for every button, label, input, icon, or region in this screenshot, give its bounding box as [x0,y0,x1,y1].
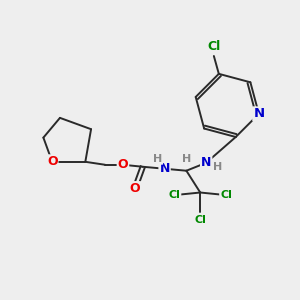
Text: Cl: Cl [194,215,206,225]
Text: H: H [214,162,223,172]
Text: Cl: Cl [220,190,232,200]
Text: O: O [118,158,128,171]
Text: N: N [159,162,170,175]
Text: Cl: Cl [169,190,180,200]
Text: O: O [47,155,58,168]
Text: N: N [201,156,211,169]
Text: H: H [182,154,191,164]
Text: Cl: Cl [207,40,220,52]
Text: O: O [130,182,140,195]
Text: H: H [153,154,162,164]
Text: N: N [253,107,264,120]
